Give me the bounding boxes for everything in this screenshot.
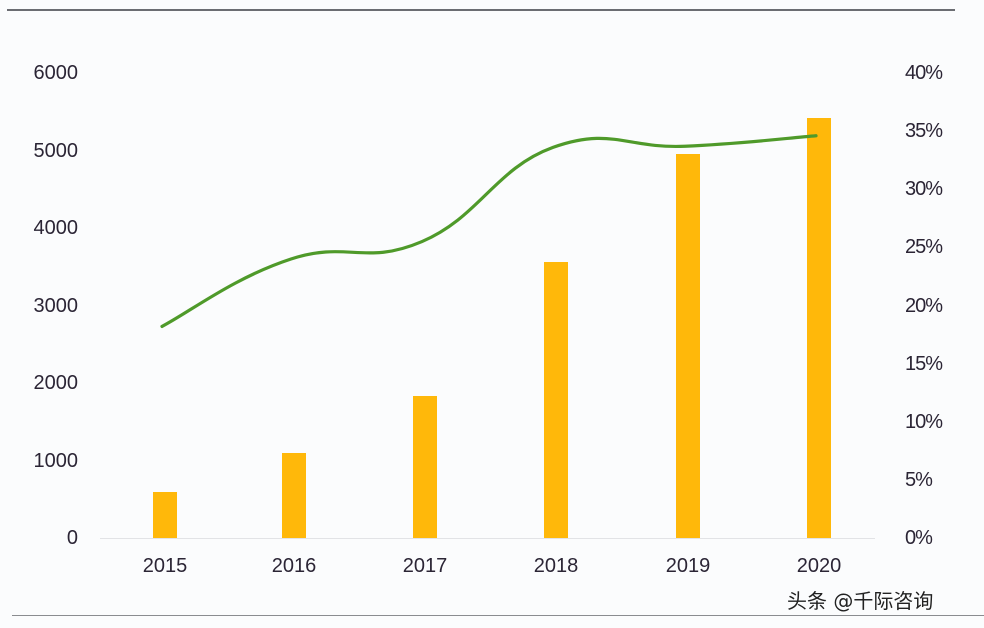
x-tick-label: 2015 [142,555,188,577]
x-tick-label: 2016 [271,555,317,577]
left-tick-label: 3000 [33,294,79,317]
left-tick-label: 6000 [33,62,79,84]
right-tick-label: 0% [905,527,933,549]
right-tick-label: 30% [905,178,943,201]
source-credit: 头条 @千际咨询 [787,589,934,613]
bar-2019 [676,154,700,538]
bar-2016 [282,452,306,538]
bar-2017 [413,396,437,538]
bottom-rule [12,615,984,616]
x-tick-label: 2020 [796,555,842,577]
right-tick-label: 35% [905,120,943,143]
left-tick-label: 5000 [33,139,79,162]
bar-2015 [153,491,177,538]
trend-line [160,134,818,329]
bar-2020 [807,117,831,538]
right-tick-label: 5% [905,468,933,491]
left-tick-label: 2000 [33,372,79,394]
x-tick-label: 2019 [665,555,711,577]
left-tick-label: 0 [66,527,78,549]
left-tick-label: 1000 [33,449,79,472]
left-tick-label: 4000 [33,217,79,239]
x-tick-label: 2017 [402,555,448,577]
right-tick-label: 10% [905,410,943,433]
x-tick-label: 2018 [533,555,579,577]
top-rule [7,9,955,11]
right-tick-label: 15% [905,352,943,375]
right-tick-label: 20% [905,294,943,317]
right-tick-label: 25% [905,236,943,259]
x-axis-baseline [100,538,875,539]
bar-2018 [544,262,568,538]
right-tick-label: 40% [905,62,943,84]
